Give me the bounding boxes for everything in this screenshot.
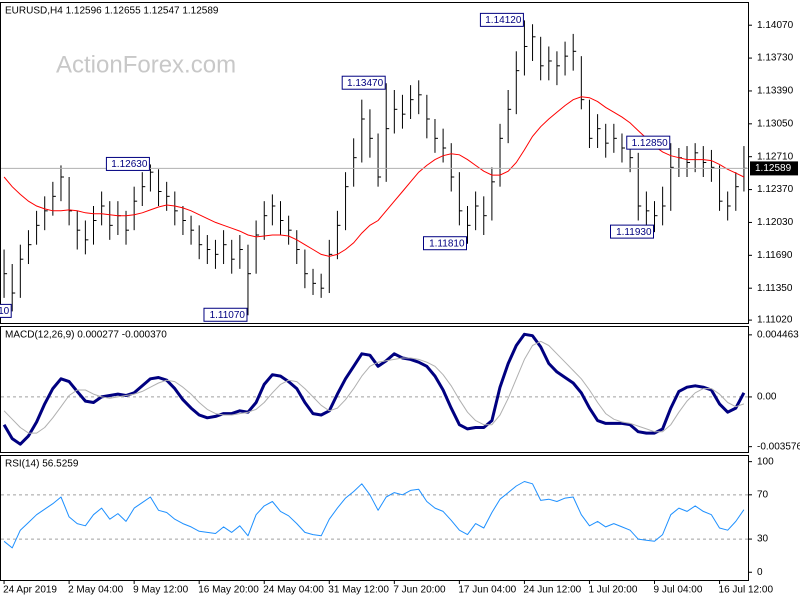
y-tick-label: 30 (757, 534, 769, 545)
x-tick-label: 31 May 12:00 (328, 585, 389, 596)
annotation-label: 10 (0, 306, 10, 317)
y-tick-label: 0.004463 (757, 329, 799, 340)
annotation-box (203, 307, 248, 322)
y-tick-label: 1.13050 (757, 118, 794, 129)
annotation-box (626, 135, 671, 150)
annotation-label: 1.13470 (347, 78, 384, 89)
annotation-label: 1.11930 (616, 227, 652, 238)
x-tick-label: 9 May 12:00 (133, 585, 188, 596)
annotation-box (341, 75, 386, 90)
y-tick-label: 1.12710 (757, 151, 794, 162)
x-tick-label: 2 May 04:00 (68, 585, 123, 596)
panel-title: EURUSD,H4 1.12596 1.12655 1.12547 1.1258… (5, 6, 219, 17)
annotation-box (479, 12, 524, 27)
x-tick-label: 16 Jul 12:00 (719, 585, 774, 596)
y-tick-label: 0 (757, 567, 763, 578)
y-tick-label: 1.12030 (757, 217, 794, 228)
y-tick-label: 1.11690 (757, 250, 793, 261)
panel-frame (0, 326, 749, 453)
x-tick-label: 24 Apr 2019 (3, 585, 57, 596)
last-price-label: 1.12589 (755, 163, 792, 174)
annotation-box (105, 156, 150, 171)
x-tick-label: 24 Jun 12:00 (523, 585, 581, 596)
indicator-line (3, 481, 745, 549)
annotation-label: 1.12850 (632, 138, 669, 149)
last-price-box (750, 161, 798, 176)
x-tick-label: 17 Jun 04:00 (458, 585, 516, 596)
y-tick-label: 100 (757, 456, 774, 467)
indicator-line (3, 340, 745, 434)
y-tick-label: 0.00 (757, 392, 777, 403)
y-tick-label: 1.13390 (757, 86, 794, 97)
y-tick-label: 1.11350 (757, 283, 793, 294)
x-tick-label: 7 Jun 20:00 (393, 585, 446, 596)
x-tick-label: 9 Jul 04:00 (654, 585, 703, 596)
panel-title: MACD(12,26,9) 0.000277 -0.000370 (5, 330, 167, 341)
panel-frame (0, 2, 749, 324)
y-tick-label: -0.003576 (757, 441, 800, 452)
annotation-box (610, 224, 654, 239)
annotation-label: 1.11070 (210, 310, 246, 321)
panel-frame (0, 455, 749, 581)
y-tick-label: 1.12370 (757, 184, 794, 195)
annotation-box (0, 303, 12, 318)
watermark: ActionForex.com (56, 51, 236, 78)
y-tick-label: 1.11020 (757, 315, 793, 326)
y-tick-label: 1.14070 (757, 20, 794, 31)
panel-title: RSI(14) 56.5259 (5, 459, 79, 470)
annotation-box (423, 236, 467, 251)
x-tick-label: 24 May 04:00 (263, 585, 324, 596)
annotation-label: 1.12630 (111, 159, 148, 170)
annotation-label: 1.14120 (485, 15, 522, 26)
annotation-label: 1.11810 (429, 238, 465, 249)
x-tick-label: 16 May 20:00 (198, 585, 259, 596)
y-tick-label: 1.13730 (757, 53, 794, 64)
moving-average (3, 96, 745, 257)
x-tick-label: 1 Jul 20:00 (588, 585, 637, 596)
y-tick-label: 70 (757, 489, 769, 500)
